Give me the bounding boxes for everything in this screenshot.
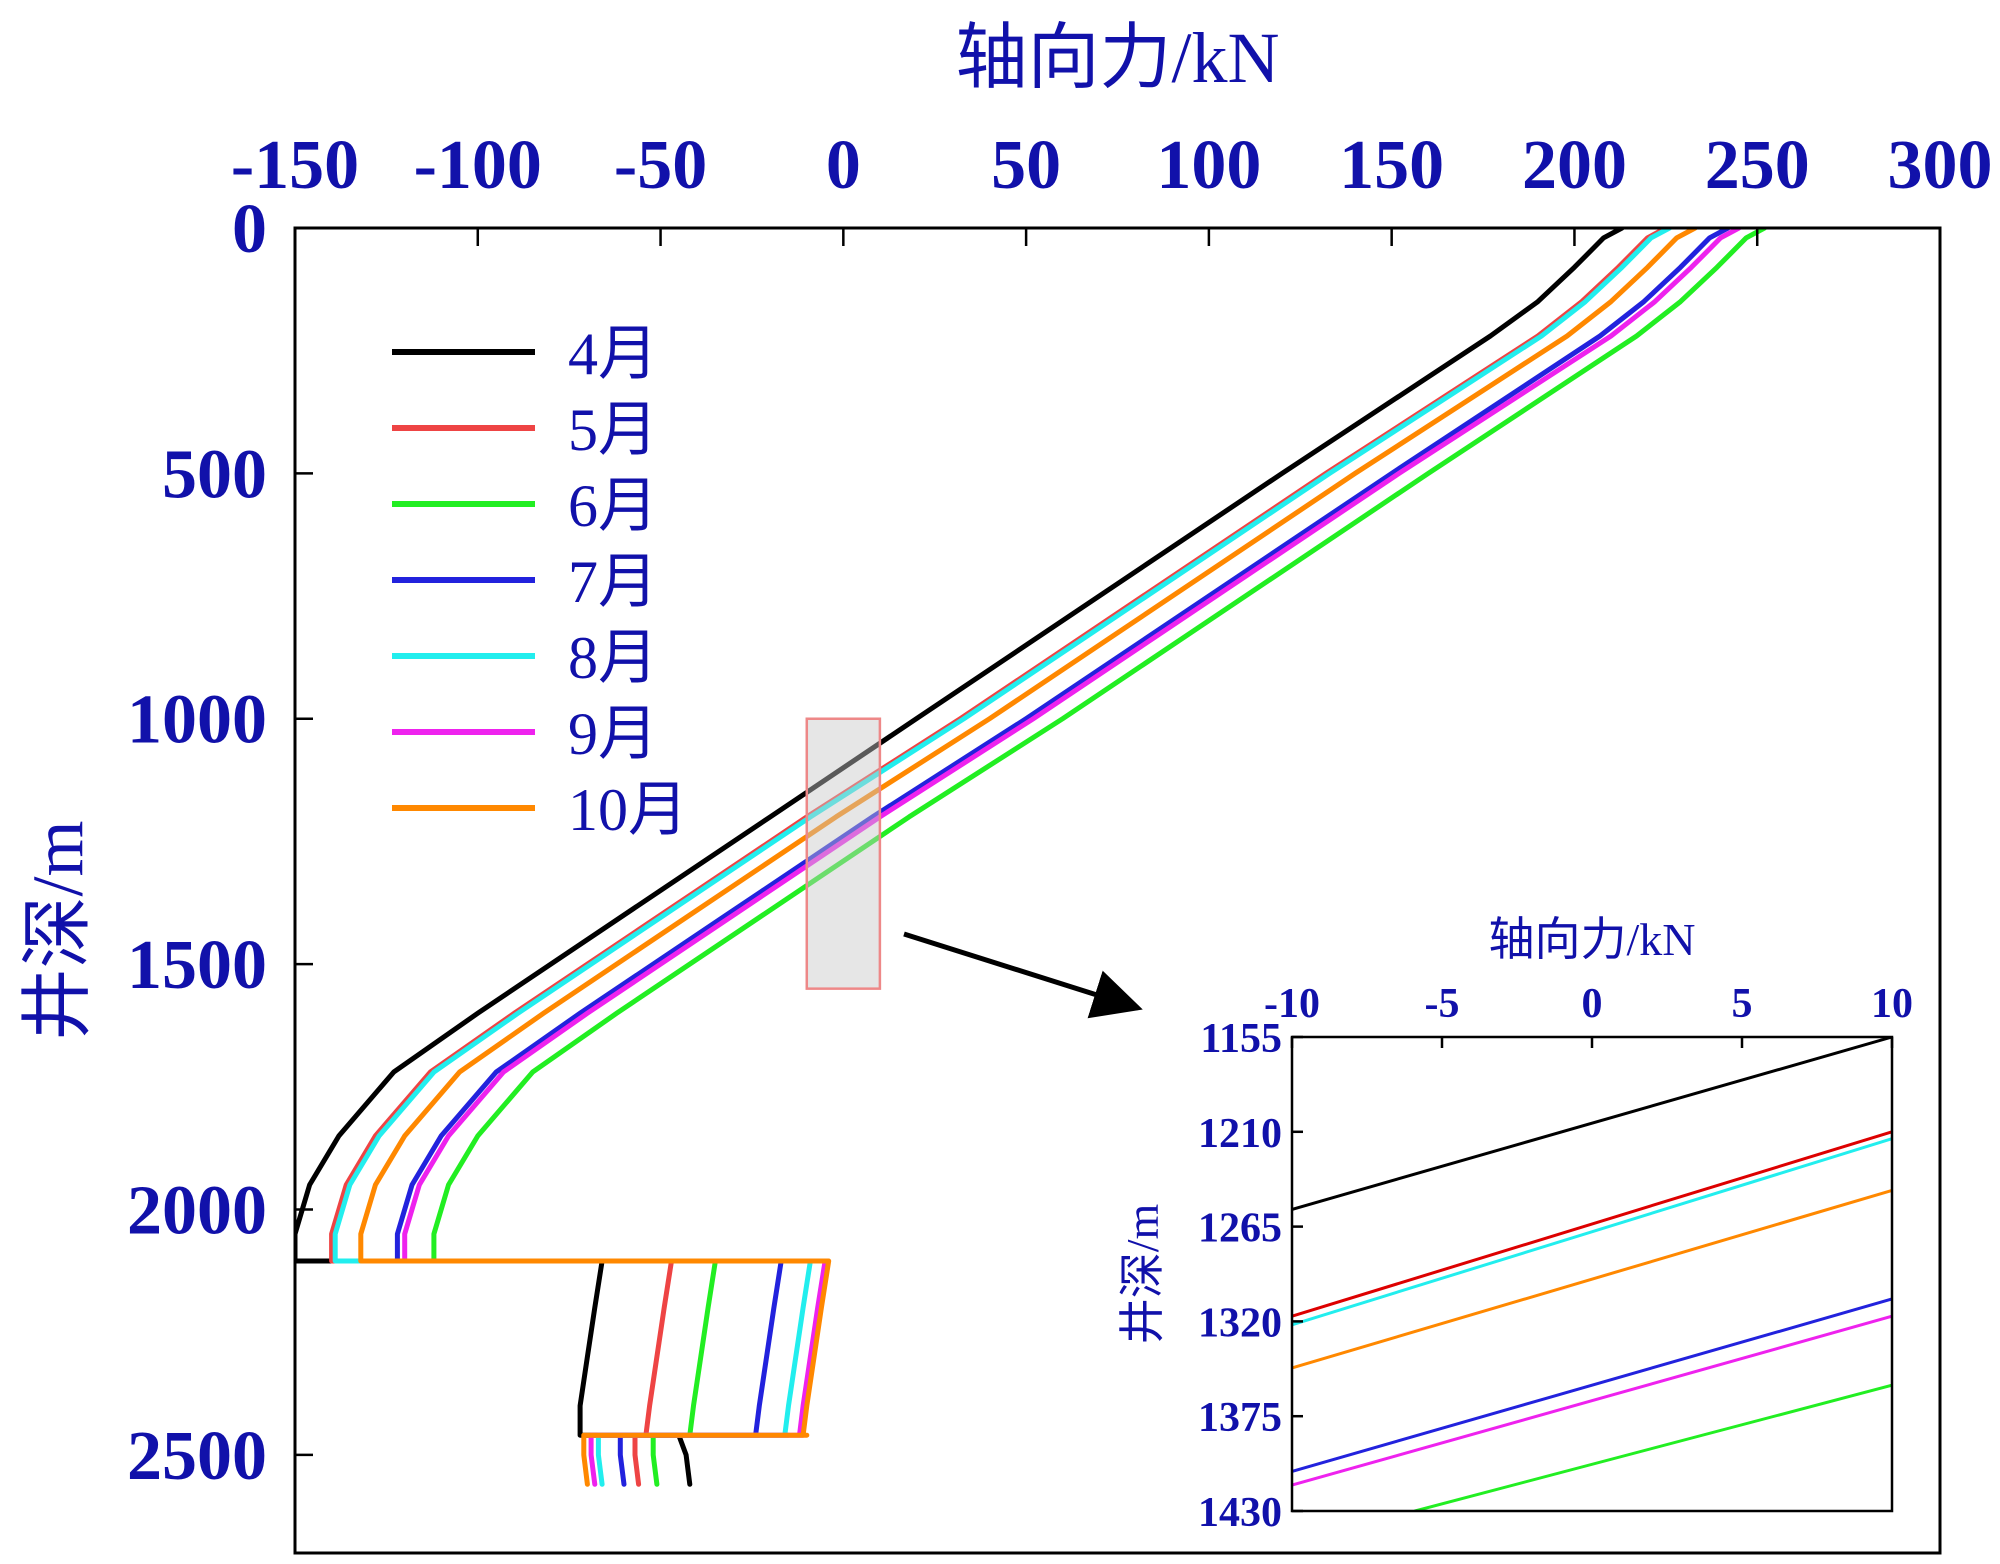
main-x-tick-label: 150: [1339, 127, 1444, 204]
main-x-tick-label: 100: [1156, 127, 1261, 204]
main-y-axis-title: 井深/m: [18, 820, 98, 1040]
inset-y-ticks: 1155 1210 1265 1320 1375 1430: [1198, 1016, 1303, 1536]
main-x-tick-label: 300: [1888, 127, 1993, 204]
legend-label-2: 5月: [568, 397, 658, 463]
inset-x-axis-title: 轴向力/kN: [1489, 914, 1696, 965]
inset-y-tick-label: 1430: [1198, 1490, 1282, 1536]
main-y-tick-label: 1000: [127, 682, 267, 759]
main-y-ticks: 0 500 1000 1500 2000 2500: [127, 191, 313, 1495]
main-y-tick-label: 2000: [127, 1172, 267, 1249]
main-x-tick-label: -100: [414, 127, 542, 204]
inset-y-tick-label: 1320: [1198, 1300, 1282, 1346]
inset-background: [1292, 1037, 1892, 1511]
main-x-tick-label: 50: [991, 127, 1061, 204]
main-x-tick-label: 200: [1522, 127, 1627, 204]
inset-x-tick-label: -5: [1425, 981, 1460, 1027]
inset-x-tick-label: 5: [1732, 981, 1753, 1027]
main-x-tick-label: 0: [826, 127, 861, 204]
inset-x-tick-label: 0: [1582, 981, 1603, 1027]
zoom-arrow: [904, 934, 1138, 1008]
main-y-tick-label: 2500: [127, 1418, 267, 1495]
main-x-tick-label: -50: [614, 127, 707, 204]
inset-x-tick-label: 10: [1871, 981, 1913, 1027]
legend-label-7: 10月: [568, 777, 688, 843]
inset-y-tick-label: 1155: [1200, 1016, 1282, 1062]
main-x-tick-label: 250: [1705, 127, 1810, 204]
main-y-tick-label: 1500: [127, 927, 267, 1004]
inset-y-tick-label: 1375: [1198, 1395, 1282, 1441]
inset-y-tick-label: 1265: [1198, 1206, 1282, 1252]
main-x-axis-title: 轴向力/kN: [955, 18, 1279, 98]
legend-label-6: 9月: [568, 701, 658, 767]
main-y-tick-label: 0: [232, 191, 267, 268]
inset-y-tick-label: 1210: [1198, 1111, 1282, 1157]
legend-label-4: 7月: [568, 549, 658, 615]
legend-label-5: 8月: [568, 625, 658, 691]
main-y-tick-label: 500: [162, 436, 267, 513]
legend-label-1: 4月: [568, 321, 658, 387]
legend-label-3: 6月: [568, 473, 658, 539]
zoom-region-box: [807, 719, 880, 989]
inset-y-axis-title: 井深/m: [1117, 1204, 1168, 1345]
legend: 4月 5月 6月 7月 8月 9月 10月: [392, 321, 688, 843]
